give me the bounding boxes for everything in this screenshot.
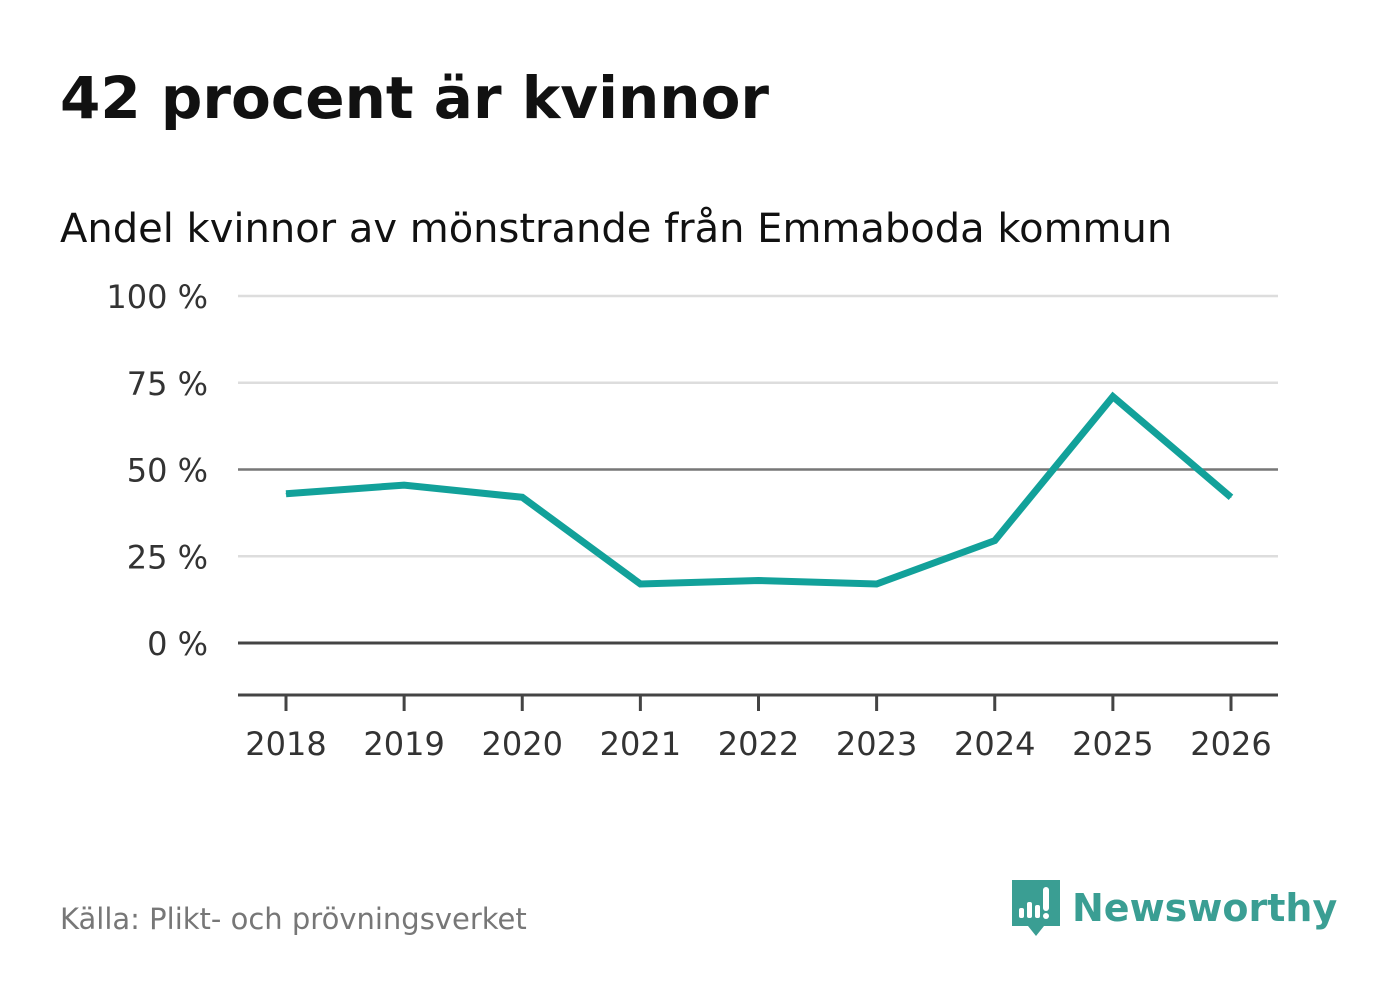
brand-name: Newsworthy — [1072, 886, 1338, 930]
data-point-2021 — [639, 583, 641, 585]
y-axis-labels: 0 % 25 % 50 % 75 % 100 % — [106, 278, 208, 663]
data-point-2026 — [1230, 496, 1232, 498]
headline: 42 procent är kvinnor — [60, 64, 770, 132]
data-point-2019 — [403, 484, 405, 486]
x-axis: 2018 2019 2020 2021 2022 2023 2024 2025 2026 — [238, 693, 1278, 763]
y-tick-label: 100 % — [106, 278, 208, 316]
data-point-2023 — [876, 583, 878, 585]
x-tick-label: 2023 — [836, 725, 917, 763]
x-tick-label: 2022 — [718, 725, 799, 763]
data-point-2025 — [1112, 396, 1114, 398]
data-point-2024 — [994, 540, 996, 542]
data-point-2018 — [285, 493, 287, 495]
y-tick-label: 50 % — [127, 452, 208, 490]
grid-lines — [238, 294, 1278, 645]
y-tick-label: 0 % — [147, 625, 208, 663]
chart-title: Andel kvinnor av mönstrande från Emmabod… — [60, 206, 1173, 252]
data-point-2022 — [758, 580, 759, 582]
x-tick-label: 2025 — [1072, 725, 1153, 763]
x-tick-label: 2026 — [1190, 725, 1271, 763]
x-tick-label: 2024 — [954, 725, 1035, 763]
y-tick-label: 25 % — [127, 538, 208, 576]
x-tick-label: 2019 — [363, 725, 444, 763]
series-lines — [285, 391, 1234, 588]
line-chart: 0 % 25 % 50 % 75 % 100 % 2018 2019 2020 2021 202… — [106, 278, 1278, 763]
brand-logo: Newsworthy — [1010, 878, 1337, 938]
x-tick-label: 2018 — [245, 725, 326, 763]
y-tick-label: 75 % — [127, 365, 208, 403]
x-tick-label: 2021 — [600, 725, 681, 763]
data-point-2020 — [521, 496, 523, 498]
x-tick-label: 2020 — [482, 725, 563, 763]
source-note: Källa: Plikt- och prövningsverket — [60, 902, 527, 936]
newsworthy-logo-icon — [1012, 880, 1060, 936]
